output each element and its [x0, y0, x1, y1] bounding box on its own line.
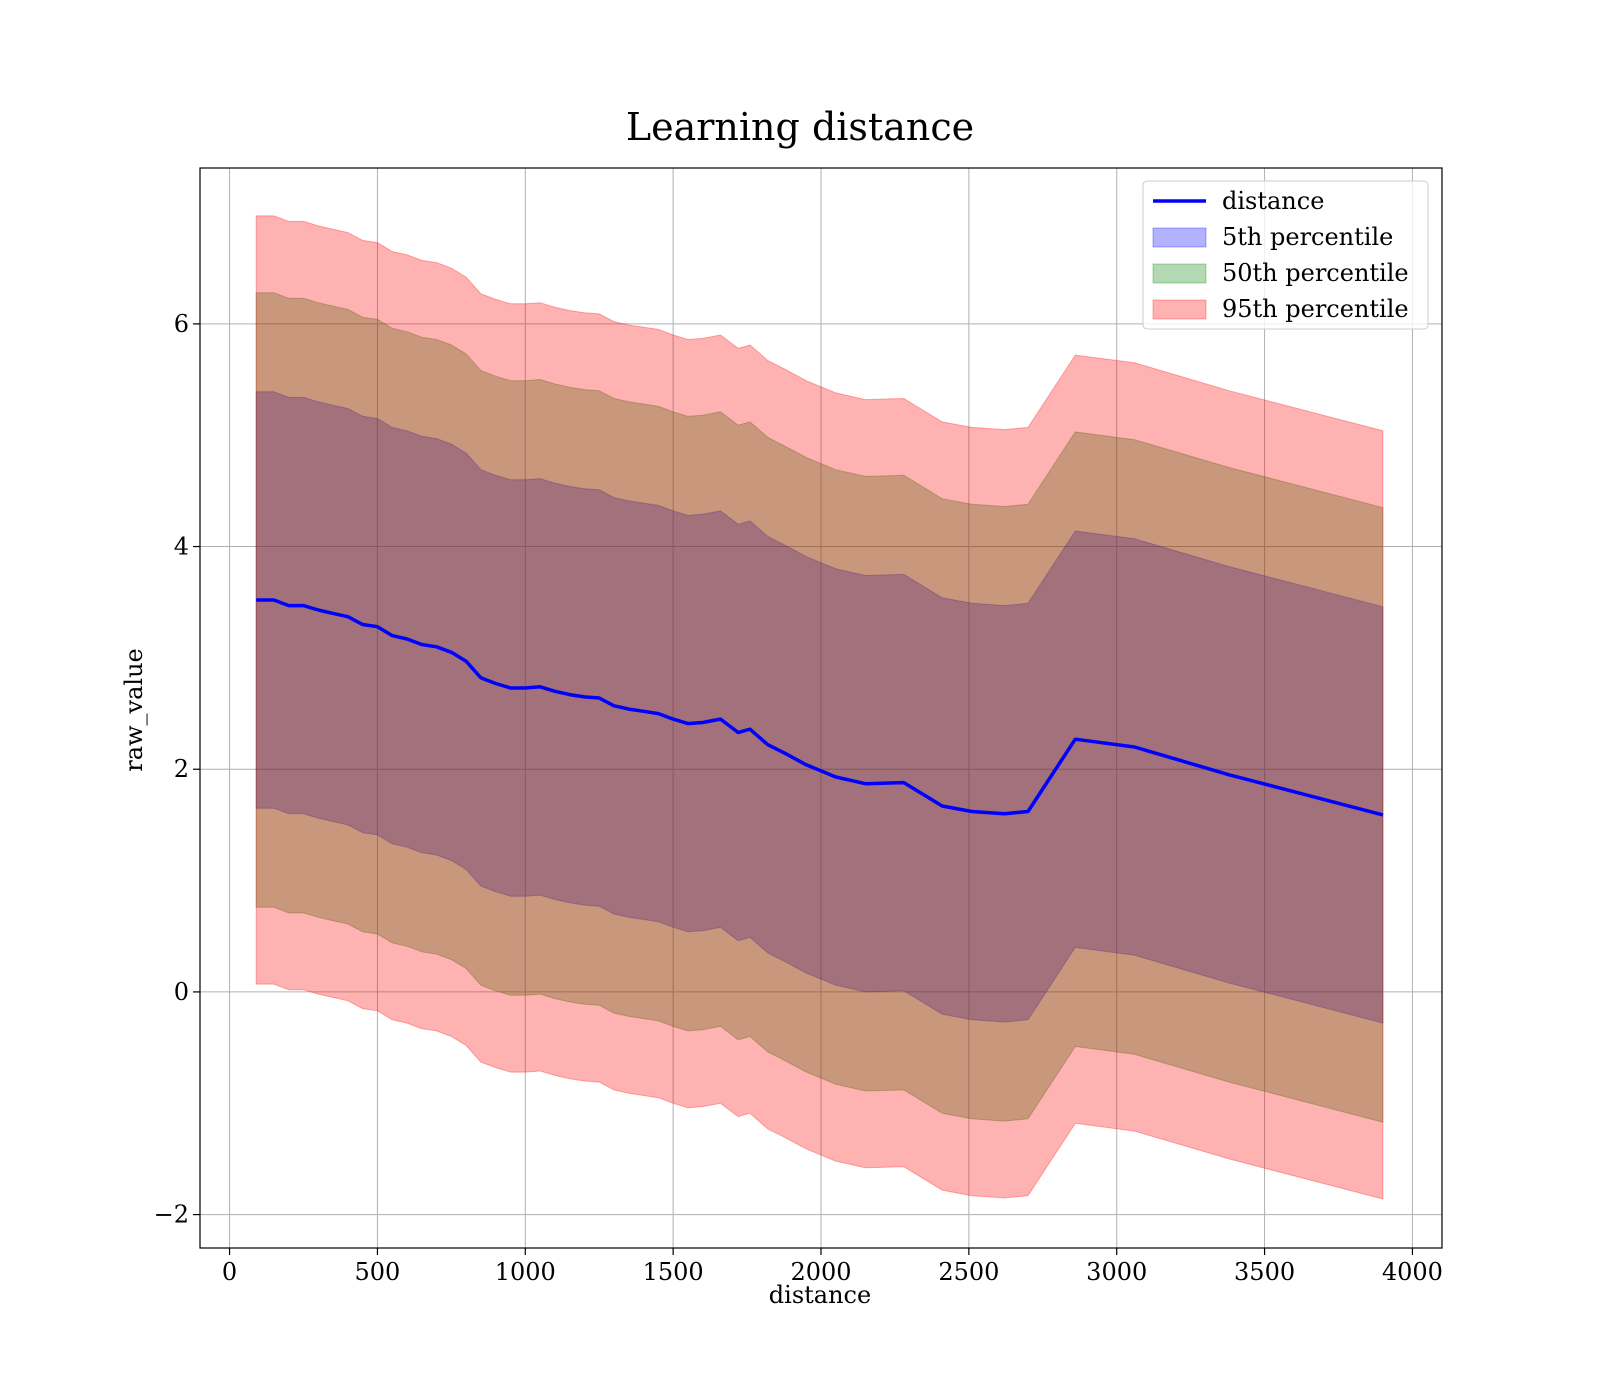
x-axis-title: distance	[769, 1281, 871, 1309]
y-tick-label: 6	[174, 310, 189, 338]
distance-legend-label: distance	[1222, 187, 1324, 215]
x-tick-label: 4000	[1382, 1258, 1443, 1286]
chart-title: Learning distance	[626, 105, 974, 149]
y-axis-ticks: −2 0 2 4 6	[154, 310, 200, 1229]
95th-percentile-band	[255, 215, 1384, 1200]
y-tick-label: 0	[174, 978, 189, 1006]
50th-percentile-band	[255, 292, 1384, 1123]
y-tick-label: −2	[154, 1201, 189, 1229]
5th-percentile-legend-swatch	[1152, 227, 1207, 248]
distance-line	[256, 598, 1384, 817]
x-tick-label: 2000	[790, 1258, 851, 1286]
x-tick-label: 1000	[495, 1258, 556, 1286]
50th-percentile-legend-swatch	[1152, 263, 1207, 284]
series-lines	[256, 598, 1384, 817]
x-tick-label: 2500	[938, 1258, 999, 1286]
x-tick-label: 1500	[643, 1258, 704, 1286]
5th-percentile-band	[255, 391, 1384, 1024]
5th-percentile-legend-label: 5th percentile	[1222, 223, 1393, 251]
x-tick-label: 3000	[1086, 1258, 1147, 1286]
y-axis-title: raw_value	[120, 648, 148, 772]
x-tick-label: 3500	[1234, 1258, 1295, 1286]
y-tick-label: 2	[174, 755, 189, 783]
x-axis-ticks: 0 500 1000 1500 2000 2500 3000 3500 4000	[222, 1248, 1443, 1286]
50th-percentile-legend-label: 50th percentile	[1222, 259, 1409, 287]
percentile-bands	[255, 215, 1384, 1200]
legend-frame	[1142, 180, 1429, 330]
legend: distance 5th percentile 50th percentile 95t…	[1142, 180, 1429, 330]
95th-percentile-legend-swatch	[1152, 299, 1207, 320]
x-tick-label: 0	[222, 1258, 237, 1286]
95th-percentile-legend-label: 95th percentile	[1222, 295, 1409, 323]
y-tick-label: 4	[174, 533, 189, 561]
x-tick-label: 500	[355, 1258, 401, 1286]
